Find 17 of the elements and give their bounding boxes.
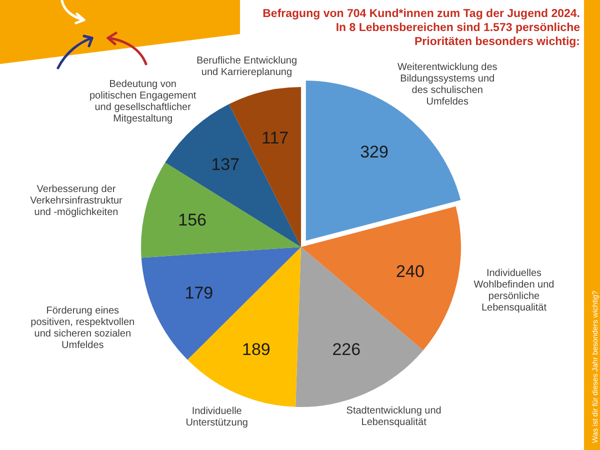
data-label: 137 [211,154,240,174]
slice-label: Verbesserung der Verkehrsinfrastruktur und -möglichkeiten [30,184,124,218]
data-label: 329 [360,142,388,162]
slice-label: Stadtentwicklung und Lebensqualität [346,406,442,428]
data-label: 179 [184,284,214,303]
slice-label: Förderung eines positiven, respektvollen und sicheren sozialen Umfeldes [30,306,135,352]
slice-label: Individuelles Wohlbefinden und persönliche Lebensqualität [474,268,554,314]
slice-label: Weiterentwicklung des Bildungssystems und des schulischen Umfeldes [397,62,498,108]
data-label: 117 [262,128,289,148]
slice-label: Bedeutung von politischen Engagement und gesellschaftlicher Mitgestaltung [89,79,196,125]
chart-title: Befragung von 704 Kund*innen zum Tag der Jugend 2024. In 8 Lebensbereichen sind 1.573 persönliche Prioritäten besonders wichtig: [262,8,580,48]
slice-label: Individuelle Unterstützung [186,406,248,429]
data-label: 240 [396,262,424,282]
data-label: 156 [178,210,207,230]
data-label: 226 [332,340,361,359]
data-label: 189 [242,340,270,360]
slice-label: Berufliche Entwicklung und Karriereplanung [196,56,298,78]
